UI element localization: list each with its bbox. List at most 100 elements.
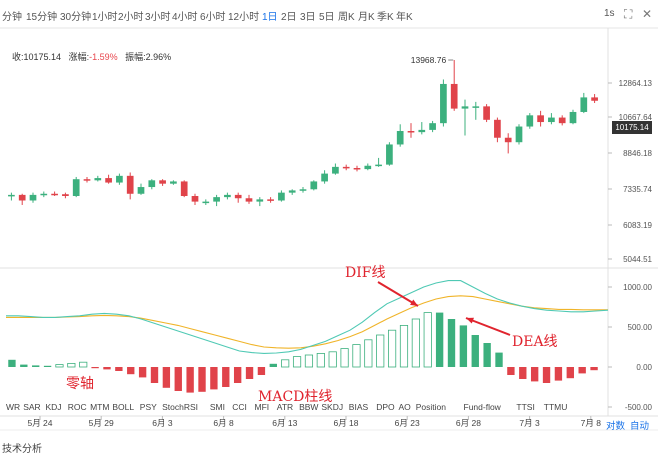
indicator-position[interactable]: Position: [415, 402, 446, 412]
macd-histogram-bar: [590, 367, 598, 371]
candle-body: [407, 131, 415, 133]
time-tick-label: 6月 3: [152, 418, 173, 428]
annotation-dif: DIF线: [345, 265, 386, 281]
candle-body: [148, 180, 156, 188]
candle-body: [126, 175, 134, 194]
fullscreen-icon[interactable]: ⛶: [624, 7, 633, 21]
indicator-smi[interactable]: SMI: [209, 402, 226, 412]
candle-body: [332, 166, 339, 174]
candle-body: [472, 106, 480, 108]
indicator-ttmu[interactable]: TTMU: [543, 402, 568, 412]
indicator-sar[interactable]: SAR: [23, 402, 41, 412]
tf-6h[interactable]: 6小时: [200, 12, 226, 23]
candle-body: [396, 131, 404, 145]
indicator-bar: WR SAR KDJ ROC MTM BOLL PSY StochRSI SMI CCI MFI AT…: [0, 402, 658, 416]
macd-histogram-bar: [328, 351, 337, 368]
indicator-cci[interactable]: CCI: [232, 402, 247, 412]
candle-body: [224, 194, 231, 198]
tf-month[interactable]: 月K: [358, 12, 375, 23]
macd-histogram-bar: [447, 319, 456, 367]
candle-body: [450, 83, 458, 109]
candle-body: [504, 137, 512, 143]
indicator-dpo[interactable]: DPO: [376, 402, 395, 412]
tf-year[interactable]: 年K: [396, 12, 413, 23]
max-price-label: 13968.76: [411, 55, 447, 65]
tf-1m[interactable]: 分钟: [2, 12, 22, 23]
indicator-kdj[interactable]: KDJ: [45, 402, 62, 412]
candle-body: [202, 201, 210, 204]
indicator-atr[interactable]: ATR: [276, 402, 294, 412]
indicator-wr[interactable]: WR: [6, 402, 21, 412]
candle-body: [342, 166, 350, 169]
indicator-boll[interactable]: BOLL: [112, 402, 135, 412]
time-tick-label: 7月 8: [581, 418, 602, 428]
indicator-mfi[interactable]: MFI: [254, 402, 270, 412]
indicator-stochrsi[interactable]: StochRSI: [162, 402, 198, 412]
tf-3h[interactable]: 3小时: [145, 12, 171, 23]
tf-12h[interactable]: 12小时: [228, 12, 260, 23]
indicator-bbw[interactable]: BBW: [299, 402, 319, 412]
tf-15m[interactable]: 15分钟: [26, 12, 58, 23]
indicator-ao[interactable]: AO: [398, 402, 411, 412]
macd-histogram-bar: [198, 367, 206, 392]
candle-body: [256, 199, 264, 202]
tf-3d[interactable]: 3日: [300, 12, 316, 23]
indicator-psy[interactable]: PSY: [139, 402, 157, 412]
tf-1d[interactable]: 1日: [262, 12, 278, 23]
dea-arrow-head: [466, 317, 474, 324]
candle-body: [278, 192, 285, 201]
indicator-bias[interactable]: BIAS: [348, 402, 369, 412]
time-tick-label: 5月 24: [27, 418, 52, 428]
candle-body: [461, 106, 469, 109]
time-tick-label: 6月 23: [395, 418, 420, 428]
amplitude-label: 振幅:: [125, 52, 146, 62]
price-tick-label: 12864.13: [619, 79, 653, 88]
macd-tick-label: -500.00: [625, 403, 653, 412]
macd-histogram-bar: [352, 344, 361, 368]
amplitude-value: 2.96%: [145, 52, 172, 62]
tf-week[interactable]: 周K: [338, 12, 355, 23]
annotation-macd-histogram: MACD柱线: [258, 389, 333, 405]
macd-histogram-bar: [174, 367, 182, 391]
tf-4h[interactable]: 4小时: [172, 12, 198, 23]
close-icon[interactable]: ✕: [642, 7, 653, 21]
price-info-bar: 收:10175.14 涨幅:-1.59% 振幅:2.96%: [12, 50, 171, 63]
candle-body: [591, 97, 598, 101]
indicator-fund-flow[interactable]: Fund-flow: [463, 402, 501, 412]
macd-histogram-bar: [43, 365, 52, 367]
candle-body: [375, 164, 382, 167]
log-scale-button[interactable]: 对数: [606, 421, 626, 432]
dea-arrow: [465, 317, 511, 336]
macd-histogram-bar: [32, 365, 40, 367]
annotation-dea: DEA线: [512, 334, 558, 350]
tf-30m[interactable]: 30分钟: [60, 12, 92, 23]
candle-body: [8, 194, 15, 197]
candle-body: [548, 117, 555, 123]
indicator-skdj[interactable]: SKDJ: [321, 402, 344, 412]
auto-scale-button[interactable]: 自动: [630, 421, 650, 432]
macd-histogram-bar: [388, 329, 397, 368]
price-tick-label: 8846.18: [623, 149, 652, 158]
candle-body: [483, 106, 490, 120]
tf-2h[interactable]: 2小时: [118, 12, 144, 23]
candle-body: [180, 181, 188, 197]
tf-5d[interactable]: 5日: [319, 12, 335, 23]
candle-body: [569, 111, 577, 124]
candle-body: [51, 193, 58, 196]
macd-histogram-bar: [150, 367, 159, 383]
macd-histogram-bar: [257, 367, 266, 375]
candle-body: [526, 115, 534, 127]
candle-body: [29, 194, 37, 201]
tf-quarter[interactable]: 季K: [377, 12, 394, 23]
refresh-interval[interactable]: 1s: [604, 8, 615, 19]
indicator-mtm[interactable]: MTM: [90, 402, 110, 412]
macd-histogram-bar: [471, 335, 479, 367]
indicator-ttsi[interactable]: TTSI: [516, 402, 535, 412]
candle-body: [18, 194, 26, 201]
tf-2d[interactable]: 2日: [281, 12, 297, 23]
tf-1h[interactable]: 1小时: [92, 12, 118, 23]
indicator-roc[interactable]: ROC: [67, 402, 87, 412]
macd-histogram-bar: [8, 359, 16, 367]
macd-histogram-bar: [127, 367, 135, 375]
candle-body: [580, 97, 588, 112]
